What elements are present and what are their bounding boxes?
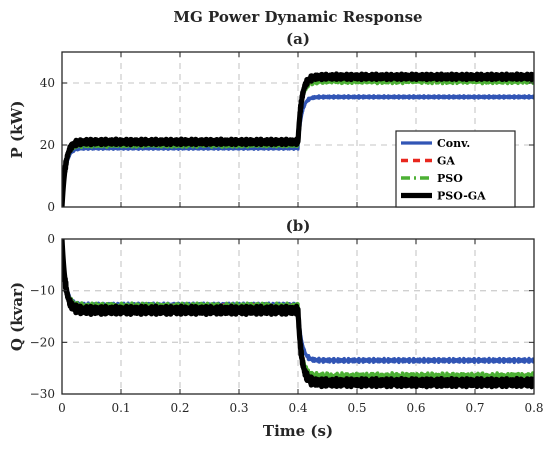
x-tick-label: 0.5 bbox=[347, 401, 366, 415]
panel-label: (a) bbox=[286, 30, 310, 48]
series-line-conv bbox=[62, 94, 534, 207]
panel-a-active-power: (a) 0 20 40 P (kW) Conv. GA PSO PSO-GA bbox=[8, 30, 535, 214]
legend-entry-label: Conv. bbox=[437, 137, 470, 150]
y-tick-label: 40 bbox=[40, 76, 55, 90]
figure-title: MG Power Dynamic Response bbox=[173, 8, 422, 26]
x-tick-label: 0.2 bbox=[170, 401, 189, 415]
y-tick-label: 20 bbox=[40, 138, 55, 152]
x-tick-label: 0.6 bbox=[406, 401, 425, 415]
series-line-pso-ga bbox=[62, 71, 534, 207]
y-axis-label: P (kW) bbox=[8, 101, 26, 159]
y-tick-label: −30 bbox=[30, 387, 55, 401]
legend: Conv. GA PSO PSO-GA bbox=[395, 130, 516, 208]
x-tick-label: 0 bbox=[58, 401, 66, 415]
x-tick-label: 0.8 bbox=[524, 401, 543, 415]
y-axis-label: Q (kvar) bbox=[8, 282, 26, 351]
x-tick-label: 0.1 bbox=[111, 401, 130, 415]
legend-entry-label: GA bbox=[437, 155, 455, 168]
y-tick-label: 0 bbox=[47, 232, 55, 246]
panel-b-reactive-power: (b) 0 0.1 0.2 0.3 0.4 0.5 0.6 0.7 0.8 −30 −20 −10 0 Q … bbox=[8, 217, 544, 440]
y-tick-label: 0 bbox=[47, 200, 55, 214]
x-tick-label: 0.4 bbox=[288, 401, 307, 415]
legend-entry-label: PSO bbox=[437, 172, 463, 185]
legend-entry-label: PSO-GA bbox=[437, 190, 486, 203]
x-tick-label: 0.3 bbox=[229, 401, 248, 415]
panel-label: (b) bbox=[286, 217, 311, 235]
series-line-pso-ga bbox=[62, 239, 534, 390]
x-tick-label: 0.7 bbox=[465, 401, 484, 415]
y-tick-label: −20 bbox=[30, 335, 55, 349]
y-tick-label: −10 bbox=[30, 284, 55, 298]
x-axis-label: Time (s) bbox=[263, 422, 333, 440]
